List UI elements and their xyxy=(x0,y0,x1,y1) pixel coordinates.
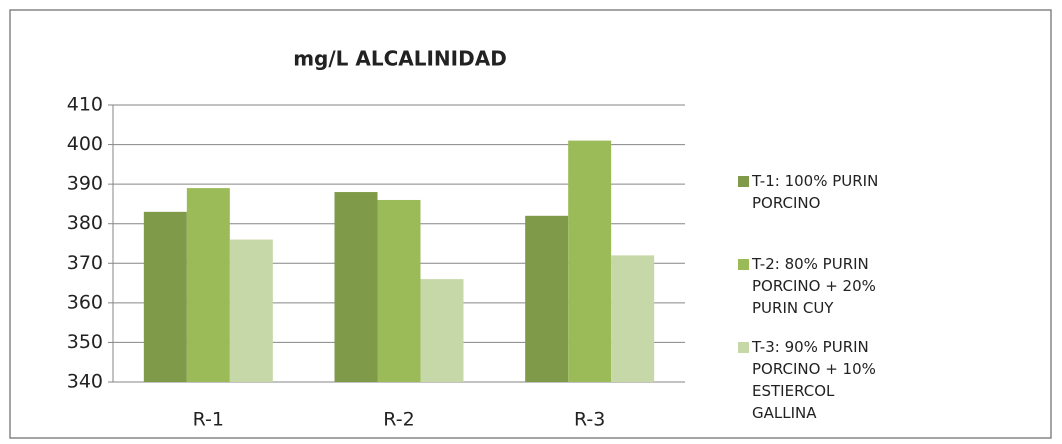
bar xyxy=(334,192,378,382)
y-tick-label: 380 xyxy=(67,212,103,234)
legend-swatch xyxy=(738,342,749,353)
y-tick-label: 410 xyxy=(67,94,103,116)
legend-swatch xyxy=(738,176,749,187)
x-tick-label: R-3 xyxy=(574,409,605,431)
bar xyxy=(525,215,569,382)
y-tick-label: 370 xyxy=(67,252,103,274)
legend-swatch xyxy=(738,259,749,270)
legend-item: T-3: 90% PURIN PORCINO + 10% ESTIERCOL G… xyxy=(738,336,898,424)
y-tick-label: 400 xyxy=(67,133,103,155)
legend-label: T-1: 100% PURIN PORCINO xyxy=(752,172,879,212)
bar xyxy=(611,255,655,382)
bar xyxy=(568,140,612,382)
x-tick-label: R-1 xyxy=(193,409,224,431)
legend-label: T-3: 90% PURIN PORCINO + 10% ESTIERCOL G… xyxy=(752,338,876,422)
y-tick-label: 360 xyxy=(67,291,103,313)
bar xyxy=(186,188,230,382)
x-tick-label: R-2 xyxy=(383,409,414,431)
legend-label: T-2: 80% PURIN PORCINO + 20% PURIN CUY xyxy=(752,255,876,317)
bar xyxy=(143,211,187,382)
chart-title: mg/L ALCALINIDAD xyxy=(293,47,507,71)
legend-item: T-1: 100% PURIN PORCINO xyxy=(738,170,898,214)
y-tick-label: 390 xyxy=(67,173,103,195)
y-tick-label: 340 xyxy=(67,371,103,393)
bar xyxy=(377,199,421,382)
bar xyxy=(420,279,464,382)
legend-item: T-2: 80% PURIN PORCINO + 20% PURIN CUY xyxy=(738,253,898,319)
y-tick-label: 350 xyxy=(67,331,103,353)
bar xyxy=(229,239,273,382)
